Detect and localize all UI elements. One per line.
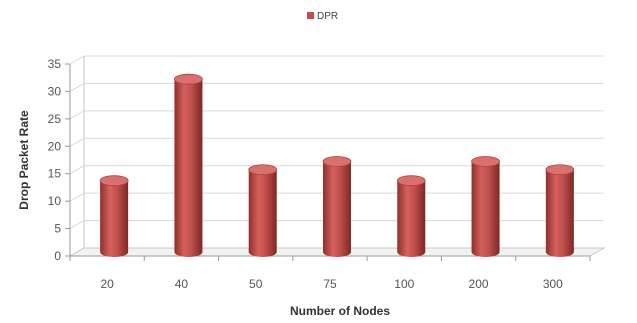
bar — [471, 156, 500, 257]
bar-top — [396, 175, 426, 187]
y-tick-label: 35 — [48, 57, 62, 71]
y-tick-label: 20 — [48, 139, 62, 153]
gridline-side — [69, 82, 85, 92]
bar-body — [323, 161, 351, 257]
bar — [99, 175, 129, 257]
y-tick-label: 5 — [54, 222, 61, 236]
bar-top — [99, 175, 129, 187]
bar-top — [248, 164, 278, 176]
y-tick-label: 30 — [48, 84, 62, 98]
gridline-side — [69, 110, 85, 120]
bar — [248, 164, 278, 257]
x-tick-label: 20 — [100, 277, 114, 291]
gridline-side — [69, 55, 85, 65]
bar — [322, 156, 352, 257]
bar-top — [545, 164, 575, 176]
bar-body — [397, 180, 426, 257]
x-tick-label: 50 — [249, 277, 263, 291]
y-tick-label: 25 — [48, 112, 62, 126]
x-tick-label: 75 — [323, 277, 337, 291]
legend: DPR — [307, 11, 338, 22]
bar-top — [471, 156, 500, 167]
x-axis-title: Number of Nodes — [290, 304, 390, 318]
bar-body — [248, 169, 277, 257]
bar — [396, 175, 426, 257]
y-axis-title: Drop Packet Rate — [17, 110, 31, 210]
legend-label: DPR — [317, 11, 338, 22]
x-tick-label: 40 — [175, 277, 189, 291]
gridline-side — [69, 220, 85, 230]
x-tick-labels: 20 40 50 75 100 200 300 — [100, 277, 563, 291]
bar-top — [174, 73, 203, 85]
y-tick-labels: 0 5 10 15 20 25 30 35 — [48, 57, 62, 263]
bar — [545, 164, 575, 257]
bar-body — [174, 79, 203, 257]
gridline-side — [69, 165, 85, 175]
x-tick-label: 100 — [394, 277, 414, 291]
legend-swatch — [307, 12, 314, 19]
gridline-side — [69, 137, 85, 147]
y-tick-label: 0 — [54, 249, 61, 263]
bar-body — [471, 161, 500, 257]
x-tick-label: 300 — [543, 277, 563, 291]
y-tick-label: 10 — [48, 194, 62, 208]
x-tick-label: 200 — [469, 277, 489, 291]
bars — [99, 73, 575, 257]
bar-body — [100, 180, 129, 257]
bar-body — [545, 169, 574, 257]
y-tick-label: 15 — [48, 167, 62, 181]
bar-top — [322, 156, 352, 167]
gridline-side — [69, 192, 85, 202]
bar — [174, 73, 203, 257]
